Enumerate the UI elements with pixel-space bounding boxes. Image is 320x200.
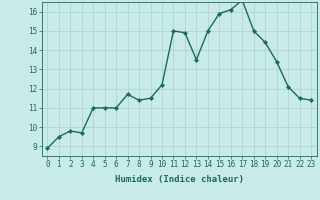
X-axis label: Humidex (Indice chaleur): Humidex (Indice chaleur) <box>115 175 244 184</box>
